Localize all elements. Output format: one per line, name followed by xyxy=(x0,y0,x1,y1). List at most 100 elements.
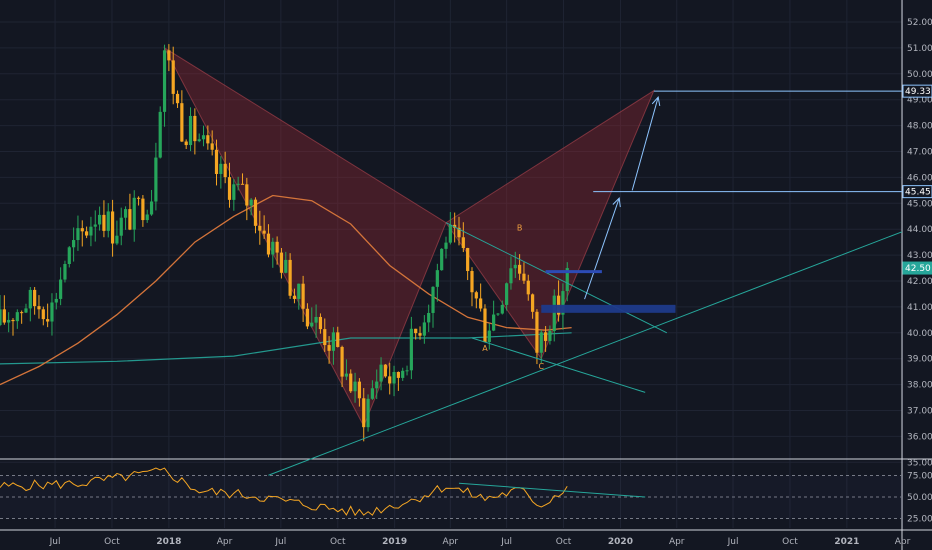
ascending-trendline[interactable] xyxy=(268,231,903,476)
candle-body xyxy=(41,309,45,320)
candle-body xyxy=(28,289,32,309)
candle-body xyxy=(106,211,110,231)
candle-body xyxy=(500,304,504,314)
candle-body xyxy=(513,264,517,269)
candle-body xyxy=(531,294,535,312)
pattern-point-b: B xyxy=(517,223,523,232)
candle-body xyxy=(461,237,465,249)
candle-body xyxy=(154,157,158,202)
candle-body xyxy=(340,346,344,377)
drawing-layer[interactable] xyxy=(163,46,655,428)
candle-body xyxy=(418,333,422,336)
candle-body xyxy=(392,371,396,384)
price-tick-label: 46.00 xyxy=(907,173,932,183)
price-tag-label: 42.50 xyxy=(905,264,931,274)
price-axis[interactable]: 52.00 51.00 50.00 49.00 48.00 47.00 46.00 45.00… xyxy=(907,18,932,525)
candle-body xyxy=(54,298,58,303)
candle-body xyxy=(479,298,483,309)
price-tick-label: 52.00 xyxy=(907,18,932,28)
candle-body xyxy=(15,312,19,322)
candle-body xyxy=(453,224,457,228)
candle-body xyxy=(344,373,349,377)
candle-body xyxy=(162,50,167,112)
pattern-triangle-bcd[interactable] xyxy=(445,89,655,360)
candle-body xyxy=(496,313,500,315)
candle-body xyxy=(349,373,353,392)
candle-body xyxy=(435,270,439,287)
price-tick-label: 39.00 xyxy=(907,355,932,365)
candle-body xyxy=(167,50,171,61)
candle-body xyxy=(149,201,154,215)
candle-body xyxy=(50,302,54,322)
price-tick-label: 44.00 xyxy=(907,225,932,235)
candlesticks xyxy=(0,44,569,442)
arrow-to-target-1-head xyxy=(612,197,621,208)
candle-body xyxy=(145,214,149,221)
candle-body xyxy=(76,228,80,241)
support-zone[interactable] xyxy=(541,304,676,313)
arrow-to-target-2[interactable] xyxy=(631,96,659,191)
candle-body xyxy=(171,60,175,94)
candle-body xyxy=(37,306,41,310)
channel-upper-line[interactable] xyxy=(445,222,668,334)
time-tick-label: Jul xyxy=(727,537,739,547)
candle-body xyxy=(24,308,28,313)
candle-body xyxy=(119,217,123,236)
rsi-tick-label: 50.00 xyxy=(907,493,932,503)
candle-body xyxy=(362,398,366,428)
rsi-line xyxy=(0,467,568,517)
candle-body xyxy=(561,291,565,315)
channel-lower-line[interactable] xyxy=(471,337,646,393)
candle-body xyxy=(318,316,323,330)
price-tick-label: 40.00 xyxy=(907,329,932,339)
candle-body xyxy=(548,330,552,341)
candle-body xyxy=(219,163,223,174)
candle-body xyxy=(258,225,262,231)
candle-body xyxy=(210,143,214,150)
time-tick-label: Jul xyxy=(49,537,61,547)
candle-body xyxy=(2,309,6,323)
arrow-to-target-1[interactable] xyxy=(584,197,620,300)
candle-body xyxy=(20,312,24,314)
rsi-trendline xyxy=(458,482,646,498)
candle-body xyxy=(366,398,370,428)
time-tick-label: Oct xyxy=(104,537,120,547)
candle-body xyxy=(0,309,2,326)
candle-body xyxy=(323,329,327,346)
candle-body xyxy=(180,103,184,142)
candle-body xyxy=(175,93,180,104)
time-axis[interactable]: Jul Oct 2018 Apr Jul Oct 2019 Apr Jul Oct 2020 Apr J… xyxy=(49,537,911,547)
candle-body xyxy=(227,177,232,200)
candle-body xyxy=(201,135,206,140)
candle-body xyxy=(379,364,383,382)
candle-body xyxy=(466,248,470,272)
candle-body xyxy=(93,224,97,227)
candle-body xyxy=(249,199,253,206)
candle-body xyxy=(206,135,210,144)
rsi-tick-label: 75.00 xyxy=(907,472,932,482)
resistance-zone[interactable] xyxy=(545,270,602,274)
time-tick-label: 2019 xyxy=(382,537,407,547)
candle-body xyxy=(492,314,496,331)
pattern-triangle-xab[interactable] xyxy=(163,46,447,428)
candle-body xyxy=(539,332,543,353)
candle-body xyxy=(457,227,461,238)
candle-body xyxy=(97,214,102,225)
price-tag xyxy=(902,84,932,98)
candle-body xyxy=(427,312,431,323)
time-tick-label: Apr xyxy=(443,537,459,547)
candle-body xyxy=(483,308,487,343)
candle-body xyxy=(370,388,374,399)
candle-body xyxy=(522,273,526,281)
time-tick-label: Oct xyxy=(556,537,572,547)
candle-body xyxy=(89,226,93,236)
candle-body xyxy=(444,242,448,249)
candle-body xyxy=(357,381,362,399)
price-tick-label: 36.00 xyxy=(907,432,932,442)
annotation-layer[interactable]: A B C xyxy=(268,90,903,476)
candle-body xyxy=(474,292,478,299)
candle-body xyxy=(353,381,357,392)
candle-body xyxy=(470,271,474,293)
rsi-tick-label: 25.00 xyxy=(907,515,932,525)
